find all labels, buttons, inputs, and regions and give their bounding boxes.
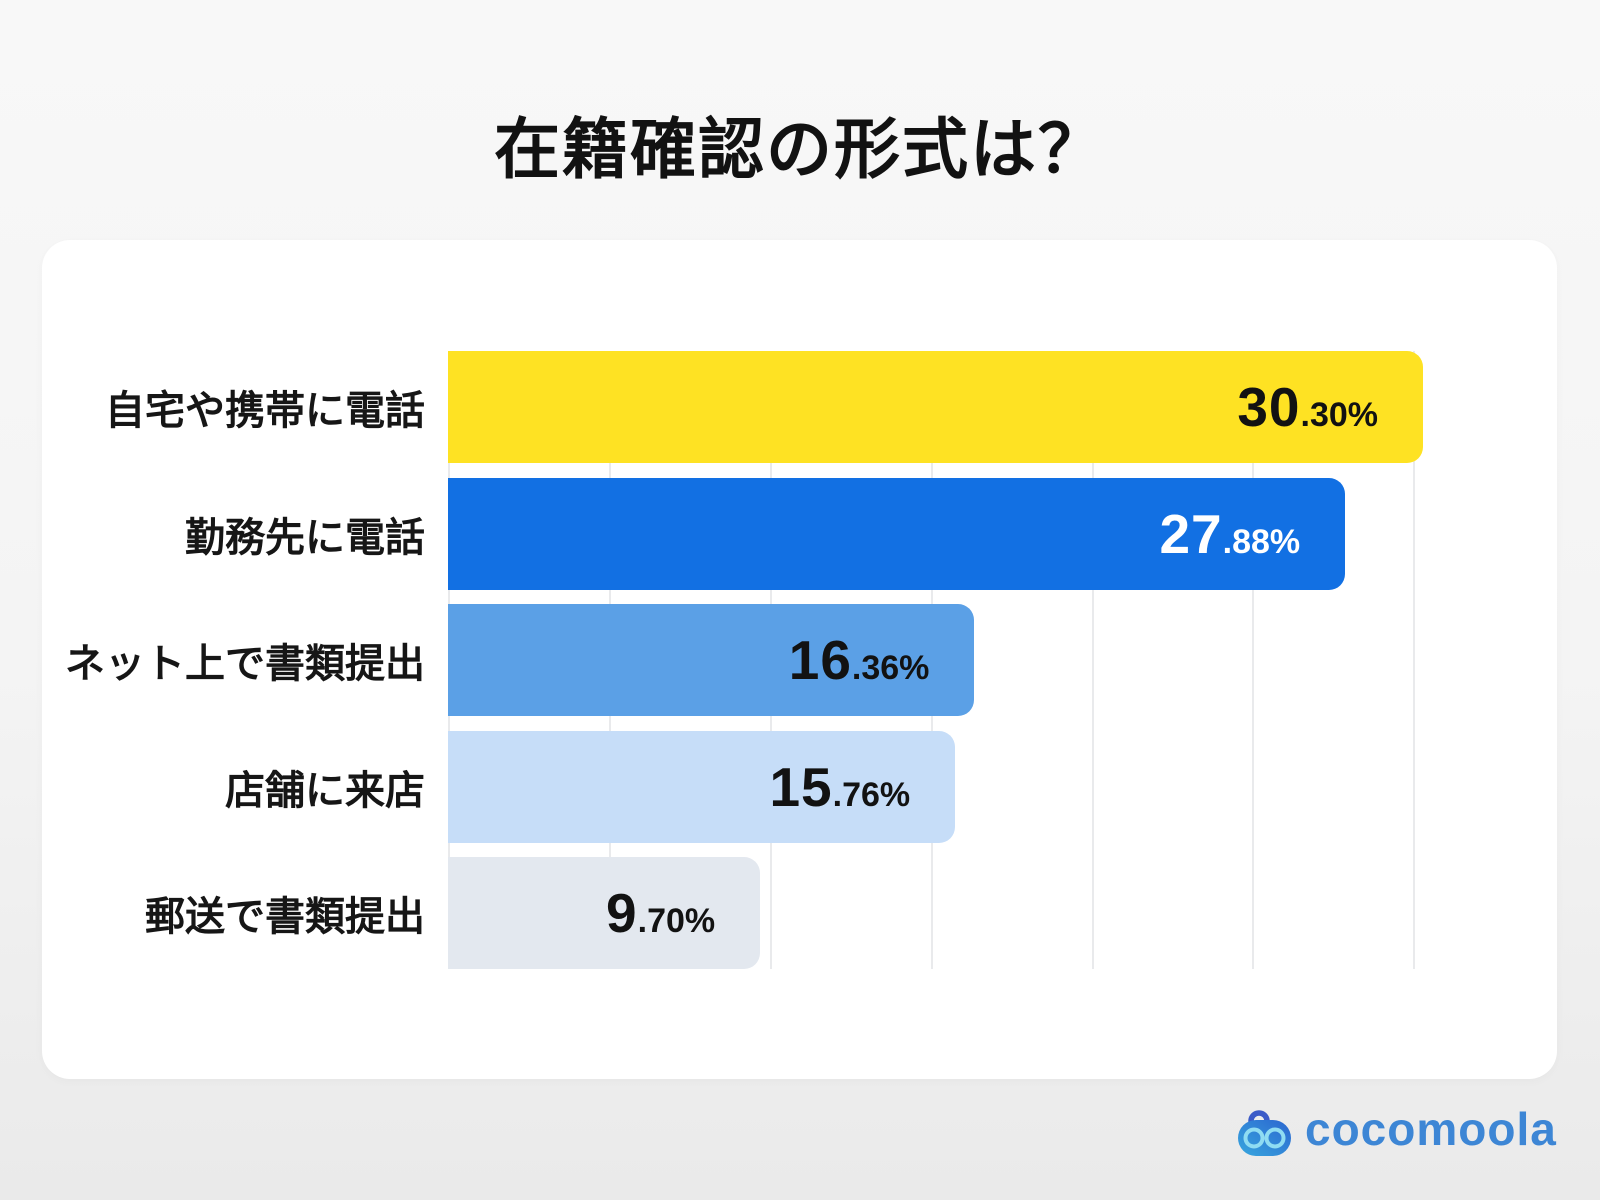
category-label: 自宅や携帯に電話: [105, 389, 425, 433]
category-label: ネット上で書類提出: [65, 642, 425, 686]
bar-row: ネット上で書類提出 16.36%: [42, 604, 1527, 716]
bar-9.7pct: 9.70%: [448, 857, 761, 969]
brand-logo-text: cocomoola: [1305, 1103, 1557, 1155]
chart-card: 自宅や携帯に電話 30.30% 勤務先に電話 27.88% ネット上で書類提出 16.36…: [42, 240, 1557, 1079]
value-label: 15.76%: [769, 755, 910, 819]
bar-row: 店舗に来店 15.76%: [42, 730, 1527, 843]
brand-logo: cocomoola: [1238, 1106, 1557, 1156]
bar-27.88pct: 27.88%: [448, 477, 1346, 590]
bar-track: 27.88%: [448, 477, 1527, 590]
category-label: 店舗に来店: [225, 768, 425, 813]
value-integer: 9: [606, 882, 638, 944]
value-label: 27.88%: [1159, 502, 1300, 566]
value-label: 30.30%: [1237, 375, 1378, 439]
value-label: 16.36%: [789, 628, 930, 692]
value-fraction: .36%: [851, 649, 930, 687]
bar-16.36pct: 16.36%: [448, 604, 975, 716]
page-title: 在籍確認の形式は？: [494, 112, 1106, 186]
bar-row: 勤務先に電話 27.88%: [42, 477, 1527, 590]
bar-row: 自宅や携帯に電話 30.30%: [42, 351, 1527, 463]
bar-track: 15.76%: [448, 730, 1527, 843]
bar-track: 9.70%: [448, 857, 1527, 969]
value-integer: 15: [769, 755, 833, 818]
value-fraction: .76%: [832, 775, 911, 814]
value-integer: 27: [1159, 502, 1223, 565]
category-label: 勤務先に電話: [185, 515, 425, 560]
cocomoola-robot-icon: [1238, 1110, 1291, 1156]
value-label: 9.70%: [606, 881, 715, 945]
value-integer: 30: [1237, 376, 1301, 438]
value-fraction: .70%: [637, 902, 716, 940]
bar-row: 郵送で書類提出 9.70%: [42, 857, 1527, 969]
value-fraction: .30%: [1300, 396, 1379, 434]
bar-15.76pct: 15.76%: [448, 730, 956, 843]
value-fraction: .88%: [1222, 522, 1301, 561]
bar-track: 30.30%: [448, 351, 1527, 463]
value-integer: 16: [788, 629, 852, 691]
bar-30.3pct: 30.30%: [448, 351, 1423, 463]
bar-track: 16.36%: [448, 604, 1527, 716]
category-label: 郵送で書類提出: [145, 895, 425, 939]
bar-chart: 自宅や携帯に電話 30.30% 勤務先に電話 27.88% ネット上で書類提出 16.36…: [42, 351, 1527, 969]
